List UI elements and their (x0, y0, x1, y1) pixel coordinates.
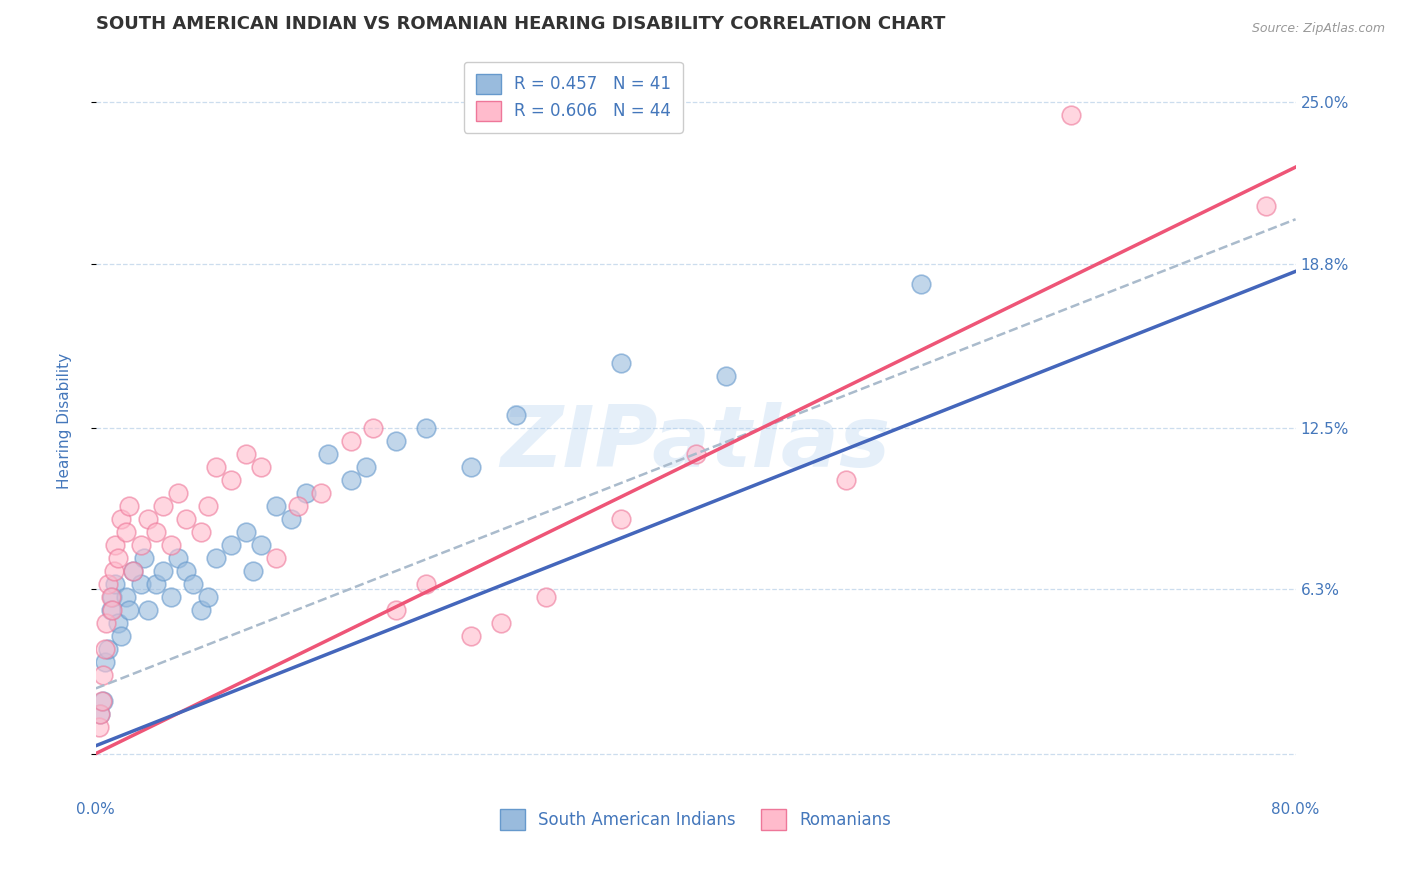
Point (361, 421, 384, 435)
Text: SOUTH AMERICAN INDIAN VS ROMANIAN HEARING DISABILITY CORRELATION CHART: SOUTH AMERICAN INDIAN VS ROMANIAN HEARIN… (96, 15, 945, 33)
Point (235, 524, 257, 539)
Point (460, 459, 482, 474)
Point (174, 564, 197, 578)
Point (384, 603, 406, 617)
Point (339, 434, 361, 448)
Y-axis label: Hearing Disability: Hearing Disability (58, 353, 72, 490)
Point (910, 277, 932, 292)
Point (384, 434, 406, 448)
Point (90, 694, 112, 708)
Point (249, 538, 271, 552)
Point (152, 564, 174, 578)
Point (107, 551, 129, 566)
Point (339, 473, 361, 487)
Point (103, 564, 125, 578)
Point (197, 590, 219, 604)
Point (97, 577, 120, 591)
Point (159, 538, 181, 552)
Point (167, 486, 190, 500)
Point (104, 538, 127, 552)
Text: ZIPatlas: ZIPatlas (501, 402, 891, 485)
Point (97, 642, 120, 657)
Point (264, 551, 287, 566)
Text: Source: ZipAtlas.com: Source: ZipAtlas.com (1251, 22, 1385, 36)
Point (159, 590, 181, 604)
Point (129, 538, 152, 552)
Point (100, 603, 122, 617)
Point (110, 512, 132, 526)
Point (264, 499, 287, 513)
Point (107, 616, 129, 631)
Point (132, 551, 155, 566)
Point (94, 642, 117, 657)
Point (287, 499, 309, 513)
Point (122, 564, 145, 578)
Point (91, 668, 114, 682)
Point (190, 524, 212, 539)
Point (505, 408, 527, 422)
Point (94, 656, 117, 670)
Point (100, 590, 122, 604)
Point (834, 473, 856, 487)
Point (129, 577, 152, 591)
Point (145, 524, 167, 539)
Point (534, 590, 557, 604)
Point (114, 590, 136, 604)
Point (204, 551, 226, 566)
Point (609, 356, 631, 370)
Point (110, 629, 132, 643)
Point (219, 473, 242, 487)
Point (460, 629, 482, 643)
Point (167, 551, 190, 566)
Point (204, 459, 226, 474)
Point (294, 486, 316, 500)
Point (118, 499, 141, 513)
Point (242, 564, 264, 578)
Point (118, 603, 141, 617)
Point (316, 447, 339, 461)
Point (609, 512, 631, 526)
Point (96, 616, 118, 631)
Point (152, 499, 174, 513)
Legend: South American Indians, Romanians: South American Indians, Romanians (494, 803, 898, 837)
Point (87, 721, 110, 735)
Point (136, 603, 159, 617)
Point (145, 577, 167, 591)
Point (415, 577, 437, 591)
Point (104, 577, 127, 591)
Point (235, 447, 257, 461)
Point (101, 603, 124, 617)
Point (101, 590, 124, 604)
Point (1254, 199, 1277, 213)
Point (489, 616, 512, 631)
Point (219, 538, 242, 552)
Point (280, 512, 302, 526)
Point (181, 577, 204, 591)
Point (91, 694, 114, 708)
Point (197, 499, 219, 513)
Point (354, 459, 377, 474)
Point (89, 707, 111, 722)
Point (89, 707, 111, 722)
Point (122, 564, 145, 578)
Point (309, 486, 332, 500)
Point (685, 447, 707, 461)
Point (174, 512, 197, 526)
Point (415, 421, 437, 435)
Point (114, 524, 136, 539)
Point (136, 512, 159, 526)
Point (1059, 108, 1081, 122)
Point (249, 459, 271, 474)
Point (190, 603, 212, 617)
Point (714, 368, 737, 383)
